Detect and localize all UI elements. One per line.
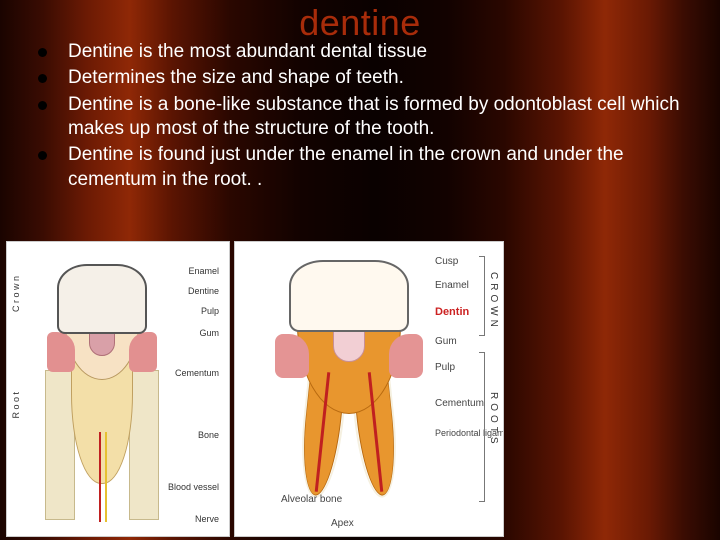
fig1-label-gum: Gum — [199, 328, 219, 338]
fig1-blood-vessel — [99, 432, 101, 522]
fig2-label-pulp: Pulp — [435, 362, 455, 373]
fig2-enamel — [289, 260, 409, 332]
fig1-side-root: R o o t — [11, 392, 21, 419]
bullet-list: Dentine is the most abundant dental tiss… — [0, 40, 720, 192]
fig1-label-nerve: Nerve — [195, 514, 219, 524]
fig1-bone — [129, 370, 159, 520]
fig2-gum — [389, 334, 423, 378]
fig1-gum — [47, 332, 75, 372]
bullet-item: Dentine is found just under the enamel i… — [60, 143, 686, 192]
fig2-tooth — [269, 252, 429, 522]
slide-title: dentine — [0, 0, 720, 44]
fig1-nerve — [105, 432, 107, 522]
fig2-label-alveolar: Alveolar bone — [281, 494, 342, 505]
figures-row: C r o w n R o o t Enamel Dentine Pulp Gu… — [6, 241, 504, 537]
fig1-label-blood: Blood vessel — [168, 482, 219, 492]
tooth-diagram-1: C r o w n R o o t Enamel Dentine Pulp Gu… — [6, 241, 230, 537]
fig1-label-dentine: Dentine — [188, 286, 219, 296]
bullet-item: Dentine is a bone-like substance that is… — [60, 93, 686, 142]
fig2-side-roots: ROOTS — [488, 392, 499, 448]
fig1-gum — [129, 332, 157, 372]
fig2-bracket-crown — [479, 256, 485, 336]
bullet-item: Determines the size and shape of teeth. — [60, 66, 686, 90]
fig2-label-gum: Gum — [435, 336, 457, 347]
fig1-side-crown: C r o w n — [11, 276, 21, 312]
fig2-label-cementum: Cementum — [435, 398, 484, 409]
fig1-label-enamel: Enamel — [188, 266, 219, 276]
fig2-label-apex: Apex — [331, 518, 354, 529]
fig1-tooth — [47, 252, 157, 512]
fig2-label-dentin: Dentin — [435, 306, 469, 318]
fig1-enamel — [57, 264, 147, 334]
fig2-label-cusp: Cusp — [435, 256, 458, 267]
fig2-gum — [275, 334, 309, 378]
fig1-label-cementum: Cementum — [175, 368, 219, 378]
bullet-item: Dentine is the most abundant dental tiss… — [60, 40, 686, 64]
tooth-diagram-2: Cusp Enamel Dentin Gum Pulp Cementum Per… — [234, 241, 504, 537]
fig2-side-crown: CROWN — [488, 272, 499, 331]
fig1-label-pulp: Pulp — [201, 306, 219, 316]
fig2-label-enamel: Enamel — [435, 280, 469, 291]
fig1-label-bone: Bone — [198, 430, 219, 440]
fig2-bracket-roots — [479, 352, 485, 502]
